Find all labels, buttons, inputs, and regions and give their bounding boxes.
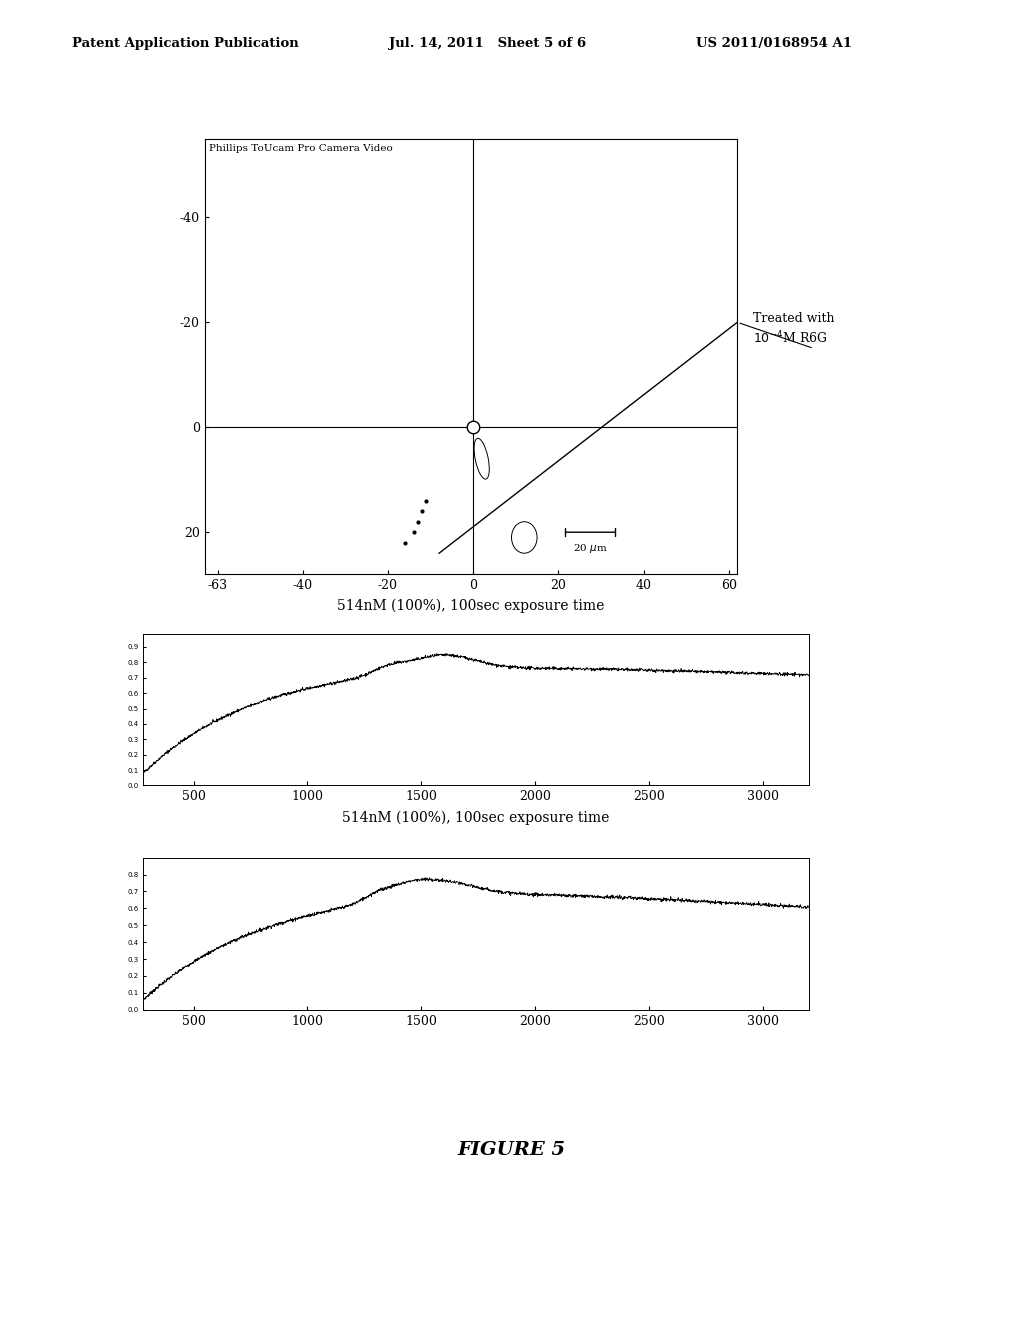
Text: FIGURE 5: FIGURE 5	[458, 1140, 566, 1159]
Text: 20 $\mu$m: 20 $\mu$m	[573, 541, 607, 554]
Text: US 2011/0168954 A1: US 2011/0168954 A1	[696, 37, 852, 50]
Text: Phillips ToUcam Pro Camera Video: Phillips ToUcam Pro Camera Video	[209, 144, 393, 153]
Text: Patent Application Publication: Patent Application Publication	[72, 37, 298, 50]
X-axis label: 514nM (100%), 100sec exposure time: 514nM (100%), 100sec exposure time	[342, 810, 610, 825]
Text: Treated with: Treated with	[753, 312, 835, 325]
Text: Jul. 14, 2011   Sheet 5 of 6: Jul. 14, 2011 Sheet 5 of 6	[389, 37, 587, 50]
Text: $10^{-4}$M R6G: $10^{-4}$M R6G	[753, 330, 827, 346]
X-axis label: 514nM (100%), 100sec exposure time: 514nM (100%), 100sec exposure time	[337, 599, 605, 614]
